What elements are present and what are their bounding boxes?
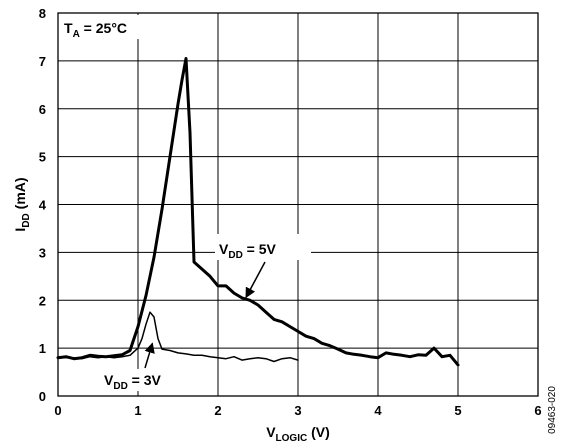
x-tick-label: 1 <box>134 403 141 418</box>
y-tick-label: 4 <box>39 198 47 213</box>
figure-id: 09463-020 <box>547 386 558 434</box>
x-axis-label: VLOGIC (V) <box>266 424 330 444</box>
y-tick-label: 6 <box>39 102 46 117</box>
x-tick-label: 4 <box>374 403 382 418</box>
y-tick-label: 0 <box>39 389 46 404</box>
x-tick-label: 6 <box>534 403 541 418</box>
y-tick-label: 7 <box>39 54 46 69</box>
series-line-5v <box>56 57 460 367</box>
y-tick-label: 2 <box>39 293 46 308</box>
x-tick-label: 5 <box>454 403 461 418</box>
temperature-label: TA = 25°C <box>64 20 127 40</box>
series-line-3v <box>57 311 299 363</box>
series-label-3v-background <box>101 369 171 391</box>
x-tick-label: 3 <box>294 403 301 418</box>
y-tick-label: 8 <box>39 6 46 21</box>
series-label-5v-background <box>215 234 311 260</box>
series-label-5v: VDD = 5V <box>219 241 277 261</box>
x-tick-label: 0 <box>54 403 61 418</box>
y-tick-label: 3 <box>39 245 46 260</box>
series-label-3v: VDD = 3V <box>104 372 162 392</box>
series-group <box>56 57 460 367</box>
y-axis-label: IDD (mA) <box>12 177 32 231</box>
y-tick-label: 5 <box>39 150 46 165</box>
temperature-label-background <box>60 15 144 39</box>
series-arrow-5v <box>245 261 266 299</box>
plot-frame <box>57 12 539 397</box>
series-arrow-3v <box>144 342 155 369</box>
x-tick-label: 2 <box>214 403 221 418</box>
y-tick-label: 1 <box>39 341 46 356</box>
grid <box>58 13 538 396</box>
tick-labels: 0 1 2 3 4 5 6 0 1 2 3 4 5 6 7 8 <box>39 6 542 418</box>
